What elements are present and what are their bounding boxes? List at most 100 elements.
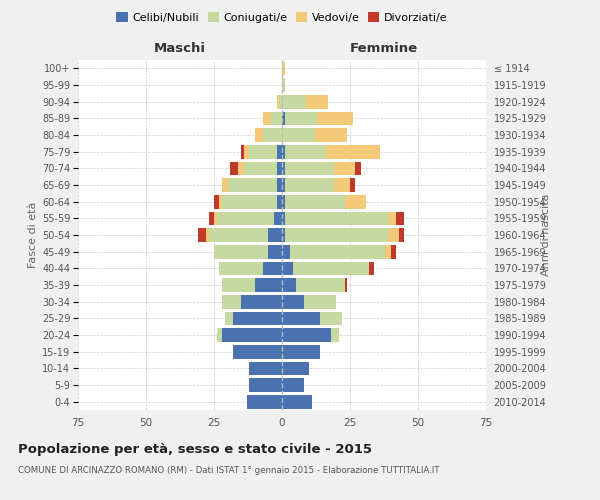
Bar: [391, 245, 396, 258]
Bar: [225, 312, 233, 325]
Bar: [282, 212, 285, 225]
Bar: [255, 128, 263, 142]
Bar: [282, 62, 285, 75]
Bar: [320, 312, 342, 325]
Bar: [220, 262, 263, 275]
Bar: [282, 345, 320, 358]
Bar: [396, 212, 404, 225]
Bar: [285, 112, 317, 125]
Bar: [279, 95, 282, 108]
Bar: [344, 195, 367, 208]
Bar: [282, 128, 314, 142]
Bar: [277, 162, 282, 175]
Bar: [277, 95, 279, 108]
Bar: [317, 112, 353, 125]
Bar: [244, 162, 277, 175]
Bar: [244, 145, 250, 158]
Bar: [222, 328, 282, 342]
Bar: [282, 228, 285, 242]
Bar: [222, 278, 255, 292]
Text: Femmine: Femmine: [350, 42, 418, 55]
Text: Popolazione per età, sesso e stato civile - 2015: Popolazione per età, sesso e stato civil…: [18, 442, 372, 456]
Bar: [263, 128, 282, 142]
Bar: [304, 295, 337, 308]
Bar: [271, 112, 282, 125]
Bar: [238, 162, 244, 175]
Bar: [285, 228, 388, 242]
Bar: [282, 395, 312, 408]
Bar: [277, 178, 282, 192]
Bar: [282, 262, 293, 275]
Bar: [282, 295, 304, 308]
Bar: [282, 162, 285, 175]
Bar: [369, 262, 374, 275]
Bar: [385, 245, 391, 258]
Bar: [282, 312, 320, 325]
Bar: [282, 78, 285, 92]
Bar: [350, 178, 355, 192]
Bar: [222, 295, 241, 308]
Bar: [334, 162, 355, 175]
Bar: [233, 345, 282, 358]
Bar: [282, 378, 304, 392]
Bar: [290, 245, 385, 258]
Bar: [285, 212, 388, 225]
Bar: [388, 212, 396, 225]
Bar: [214, 195, 220, 208]
Bar: [277, 145, 282, 158]
Bar: [282, 195, 285, 208]
Bar: [241, 295, 282, 308]
Bar: [268, 228, 282, 242]
Bar: [282, 112, 285, 125]
Bar: [263, 262, 282, 275]
Bar: [344, 278, 347, 292]
Bar: [282, 245, 290, 258]
Bar: [268, 245, 282, 258]
Bar: [331, 328, 339, 342]
Bar: [296, 278, 344, 292]
Text: COMUNE DI ARCINAZZO ROMANO (RM) - Dati ISTAT 1° gennaio 2015 - Elaborazione TUTT: COMUNE DI ARCINAZZO ROMANO (RM) - Dati I…: [18, 466, 439, 475]
Bar: [209, 228, 268, 242]
Bar: [209, 212, 214, 225]
Bar: [282, 328, 331, 342]
Bar: [197, 228, 206, 242]
Bar: [217, 328, 222, 342]
Bar: [250, 145, 277, 158]
Bar: [285, 145, 326, 158]
Bar: [206, 228, 209, 242]
Bar: [222, 195, 277, 208]
Bar: [222, 178, 227, 192]
Bar: [355, 162, 361, 175]
Bar: [399, 228, 404, 242]
Legend: Celibi/Nubili, Coniugati/e, Vedovi/e, Divorziati/e: Celibi/Nubili, Coniugati/e, Vedovi/e, Di…: [112, 8, 452, 28]
Bar: [263, 112, 271, 125]
Bar: [285, 162, 334, 175]
Bar: [326, 145, 380, 158]
Bar: [334, 178, 350, 192]
Y-axis label: Fasce di età: Fasce di età: [28, 202, 38, 268]
Bar: [277, 195, 282, 208]
Bar: [230, 162, 238, 175]
Bar: [233, 312, 282, 325]
Y-axis label: Anni di nascita: Anni di nascita: [541, 194, 551, 276]
Bar: [214, 245, 268, 258]
Bar: [241, 145, 244, 158]
Bar: [274, 212, 282, 225]
Bar: [307, 95, 328, 108]
Bar: [388, 228, 399, 242]
Bar: [217, 212, 274, 225]
Bar: [282, 145, 285, 158]
Bar: [282, 178, 285, 192]
Bar: [255, 278, 282, 292]
Bar: [285, 178, 334, 192]
Bar: [250, 362, 282, 375]
Bar: [250, 378, 282, 392]
Bar: [293, 262, 369, 275]
Bar: [247, 395, 282, 408]
Bar: [282, 362, 309, 375]
Bar: [282, 278, 296, 292]
Bar: [314, 128, 347, 142]
Bar: [285, 195, 344, 208]
Bar: [227, 178, 277, 192]
Bar: [214, 212, 217, 225]
